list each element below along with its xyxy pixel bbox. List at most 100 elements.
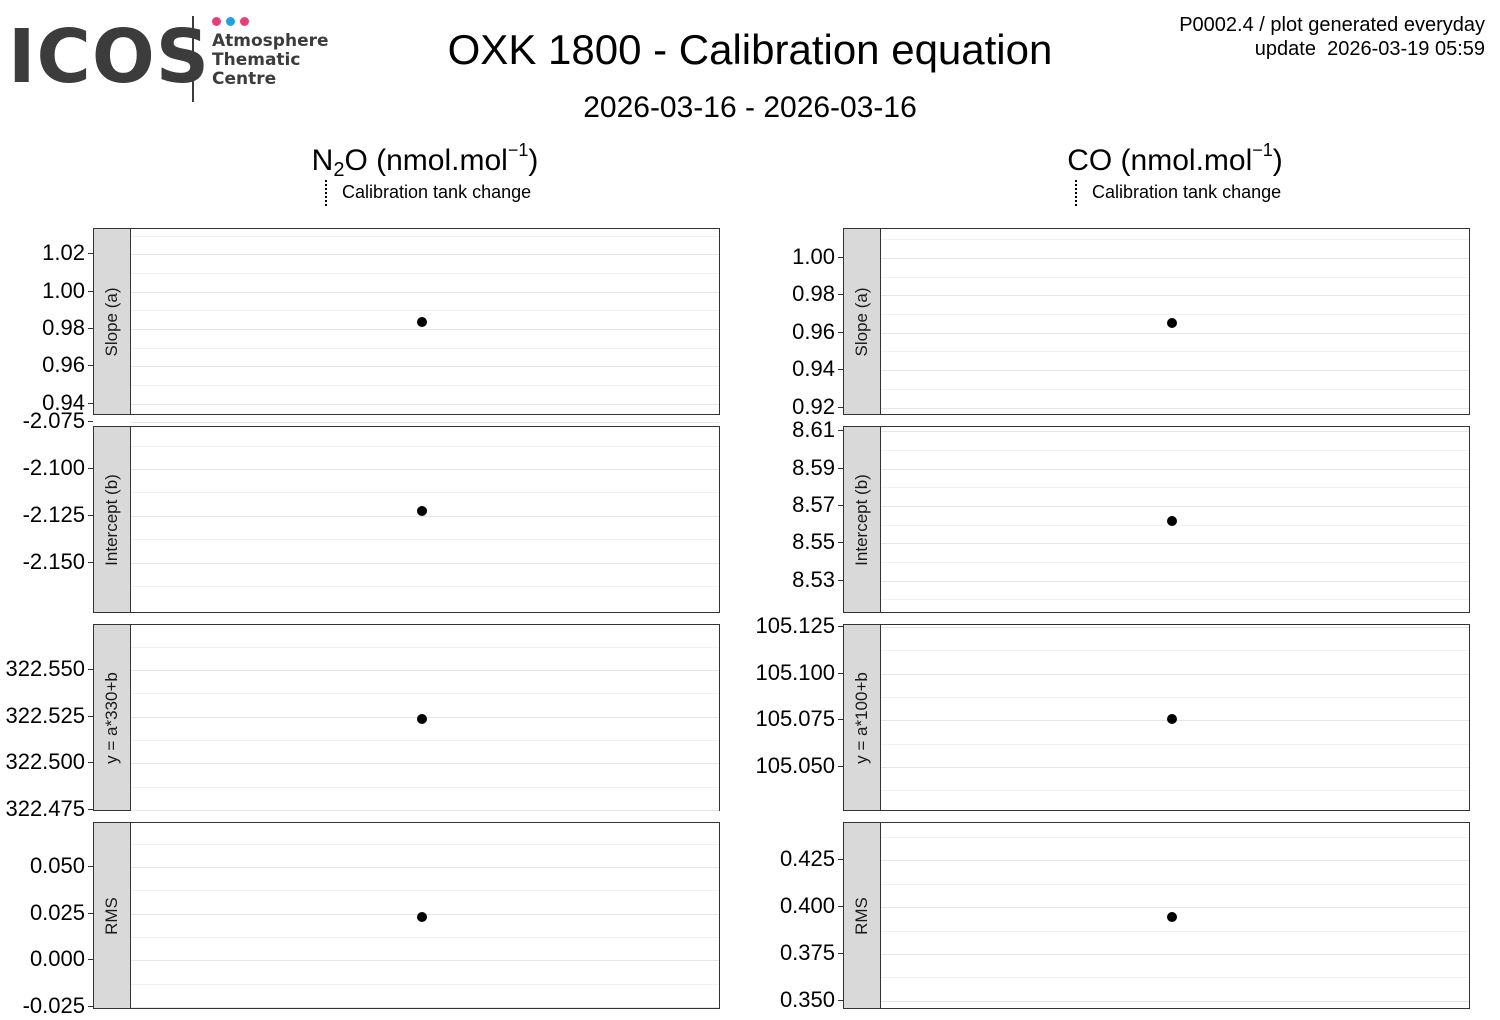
- y-tick-label: 0.000: [29, 946, 85, 972]
- y-tick-mark: [88, 468, 93, 470]
- facet-strip: y = a*100+b: [843, 624, 881, 811]
- species-n2o-unit-exponent: −1: [507, 140, 529, 160]
- major-gridline: [131, 403, 719, 405]
- species-n2o-subscript: 2: [333, 159, 345, 181]
- major-gridline: [881, 1000, 1469, 1002]
- data-point: [417, 713, 427, 724]
- legend-tank-change-mark-n2o: [325, 180, 327, 206]
- plot-id-note: P0002.4 / plot generated everyday: [1179, 14, 1485, 36]
- minor-gridline: [131, 843, 719, 845]
- species-co-main: CO: [1067, 144, 1113, 177]
- major-gridline: [881, 468, 1469, 470]
- logo-dot-blue: [226, 17, 235, 26]
- y-tick-label: 0.98: [42, 315, 85, 341]
- logo-line-centre: Centre: [212, 69, 277, 89]
- y-tick-label: 0.350: [779, 986, 835, 1012]
- major-gridline: [881, 953, 1469, 955]
- facet-panel: [880, 426, 1470, 613]
- y-tick-mark: [88, 959, 93, 961]
- facet-panel: [130, 822, 720, 1009]
- minor-gridline: [131, 445, 719, 447]
- y-tick-label: 0.425: [779, 846, 835, 872]
- major-gridline: [881, 767, 1469, 769]
- major-gridline: [881, 295, 1469, 297]
- y-tick-label: 8.57: [792, 491, 835, 517]
- minor-gridline: [881, 276, 1469, 278]
- major-gridline: [131, 763, 719, 765]
- y-tick-label: 0.94: [792, 356, 835, 382]
- facet-strip: Slope (a): [93, 228, 131, 415]
- column-title-co: CO (nmol.mol−1): [975, 140, 1375, 178]
- update-timestamp: update 2026-03-19 05:59: [1254, 38, 1485, 60]
- major-gridline: [131, 562, 719, 564]
- minor-gridline: [131, 385, 719, 387]
- minor-gridline: [131, 539, 719, 541]
- y-tick-label: -0.025: [22, 993, 85, 1019]
- y-tick-label: 0.96: [792, 318, 835, 344]
- y-tick-mark: [88, 668, 93, 670]
- logo-line-thematic: Thematic: [212, 50, 301, 70]
- facet-strip-label: RMS: [852, 896, 871, 935]
- y-tick-label: 322.550: [5, 655, 85, 681]
- y-tick-label: 105.075: [755, 706, 835, 732]
- y-tick-mark: [88, 561, 93, 563]
- y-tick-label: 322.525: [5, 702, 85, 728]
- y-tick-mark: [838, 369, 843, 371]
- minor-gridline: [881, 930, 1469, 932]
- facet-strip: RMS: [93, 822, 131, 1009]
- facet-panel: [130, 624, 720, 812]
- data-point: [417, 506, 427, 517]
- facet-strip: Slope (a): [843, 228, 881, 415]
- y-tick-label: -2.150: [22, 548, 85, 574]
- data-point: [417, 911, 427, 922]
- facet-strip-label: Slope (a): [852, 287, 871, 356]
- minor-gridline: [131, 693, 719, 695]
- facet-panel: [880, 822, 1470, 1009]
- y-tick-mark: [838, 859, 843, 861]
- y-tick-mark: [838, 672, 843, 674]
- y-tick-label: -2.075: [22, 408, 85, 434]
- logo-line-atmosphere: Atmosphere: [212, 31, 329, 51]
- major-gridline: [881, 332, 1469, 334]
- species-n2o-close: ): [528, 144, 539, 177]
- minor-gridline: [131, 646, 719, 648]
- date-range: 2026-03-16 - 2026-03-16: [583, 91, 917, 124]
- y-tick-mark: [88, 365, 93, 367]
- data-point: [1167, 317, 1177, 328]
- legend-tank-change-mark-co: [1075, 180, 1077, 206]
- y-tick-label: -2.125: [22, 501, 85, 527]
- data-point: [1167, 714, 1177, 725]
- logo-dot-pink: [212, 17, 221, 26]
- minor-gridline: [881, 837, 1469, 839]
- y-tick-label: 1.02: [42, 240, 85, 266]
- facet-panel: [130, 228, 720, 415]
- y-tick-mark: [838, 256, 843, 258]
- y-tick-mark: [88, 514, 93, 516]
- facet-panel: [130, 422, 720, 613]
- minor-gridline: [131, 347, 719, 349]
- minor-gridline: [131, 585, 719, 587]
- minor-gridline: [881, 388, 1469, 390]
- y-tick-label: 0.92: [792, 393, 835, 419]
- data-point: [1167, 515, 1177, 526]
- major-gridline: [131, 469, 719, 471]
- facet-strip: Intercept (b): [93, 426, 131, 613]
- major-gridline: [131, 866, 719, 868]
- minor-gridline: [881, 650, 1469, 652]
- y-tick-mark: [88, 912, 93, 914]
- y-tick-mark: [88, 253, 93, 255]
- minor-gridline: [131, 740, 719, 741]
- legend-tank-change-co: Calibration tank change: [1092, 182, 1282, 202]
- y-tick-label: 0.050: [29, 852, 85, 878]
- y-tick-mark: [88, 809, 93, 811]
- major-gridline: [881, 407, 1469, 409]
- y-tick-label: 0.400: [779, 893, 835, 919]
- species-n2o-unit: O (nmol.mol: [344, 144, 508, 177]
- facet-strip-label: Slope (a): [102, 287, 121, 356]
- y-tick-mark: [838, 906, 843, 908]
- data-point: [417, 316, 427, 327]
- minor-gridline: [131, 890, 719, 892]
- major-gridline: [881, 860, 1469, 862]
- minor-gridline: [881, 524, 1469, 526]
- legend-tank-change-n2o: Calibration tank change: [342, 182, 532, 202]
